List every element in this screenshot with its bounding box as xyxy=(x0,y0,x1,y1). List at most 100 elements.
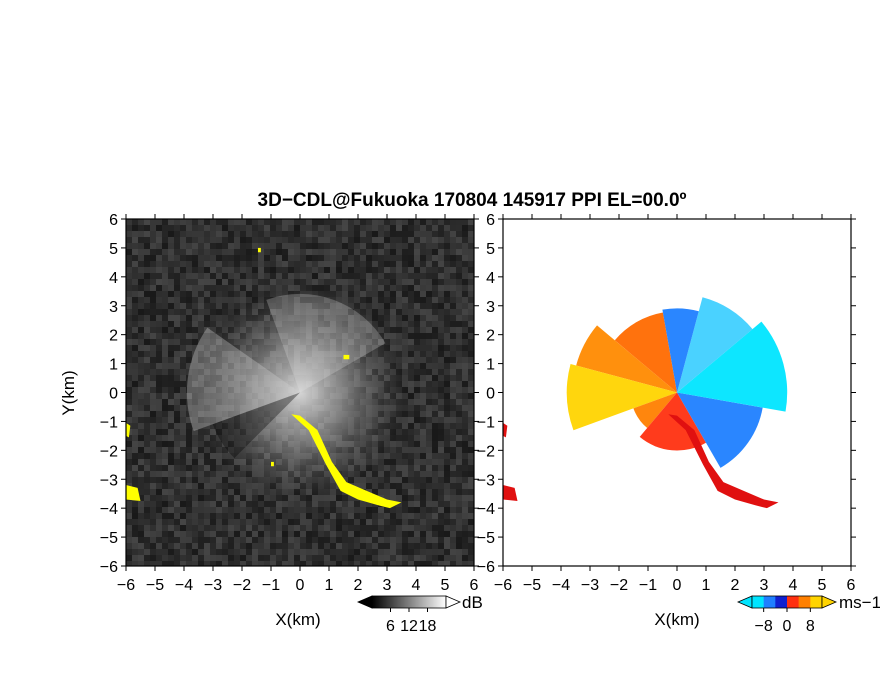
snr-echo-beam-west xyxy=(186,327,300,432)
snr-ytick-label: 1 xyxy=(109,357,118,374)
snr-xtick-label: 4 xyxy=(412,577,421,594)
snr-ytick-label: 5 xyxy=(109,241,118,258)
velocity-ytick-label: 4 xyxy=(486,270,495,287)
velocity-ytick-label: −6 xyxy=(477,559,495,576)
velocity-sector-2 xyxy=(566,363,677,431)
snr-colorbar-tick: 12 xyxy=(400,618,418,635)
velocity-panel: −6 −5 −4 −3 −2 −1 0 1 2 3 4 5 6 −6 −5 −4 −3 −2 −1 0 1 2 3 4 5 6 X… xyxy=(477,212,880,635)
velocity-colorbar-low-arrow xyxy=(736,595,753,609)
velocity-xtick-label: −6 xyxy=(494,577,512,594)
velocity-xtick-label: −1 xyxy=(639,577,657,594)
velocity-sector-0 xyxy=(614,312,677,393)
velocity-sector-1 xyxy=(576,325,677,393)
velocity-xtick-label: 5 xyxy=(818,577,827,594)
velocity-highlight-2 xyxy=(503,422,508,438)
velocity-sector-3 xyxy=(633,392,677,429)
velocity-ytick-label: −5 xyxy=(477,530,495,547)
velocity-sector-7 xyxy=(677,297,753,393)
velocity-colorbar: −8 0 8 ms−1 xyxy=(736,593,880,635)
snr-highlight-4 xyxy=(343,354,350,360)
velocity-ytick-label: 1 xyxy=(486,357,495,374)
snr-colorbar-tick: 6 xyxy=(386,618,395,635)
velocity-ytick-label: 5 xyxy=(486,241,495,258)
snr-ytick-label: −1 xyxy=(100,414,118,431)
velocity-xlabel: X(km) xyxy=(654,610,699,629)
snr-ytick-label: 0 xyxy=(109,386,118,403)
velocity-xtick-label: 2 xyxy=(731,577,740,594)
snr-xtick-label: −2 xyxy=(233,577,251,594)
velocity-highlight-regions xyxy=(503,414,779,509)
snr-highlight-3 xyxy=(257,247,261,253)
velocity-ytick-label: 2 xyxy=(486,328,495,345)
snr-xtick-label: −5 xyxy=(146,577,164,594)
velocity-ytick-label: −1 xyxy=(477,414,495,431)
figure-title: 3D−CDL@Fukuoka 170804 145917 PPI EL=00.0… xyxy=(258,190,687,211)
velocity-field xyxy=(566,297,788,468)
snr-colorbar-bar xyxy=(371,595,447,609)
snr-ylabel: Y(km) xyxy=(59,370,78,415)
velocity-colorbar-tick: 8 xyxy=(806,618,815,635)
snr-echo-glow xyxy=(195,288,405,497)
snr-colorbar: 6 12 18 dB xyxy=(356,593,483,635)
velocity-ytick-label: −3 xyxy=(477,472,495,489)
snr-highlight-2 xyxy=(126,422,131,438)
snr-axis-ticks: −6 −5 −4 −3 −2 −1 0 1 2 3 4 5 6 −6 −5 −4 −3 −2 −1 0 1 2 3 4 5 6 xyxy=(100,212,479,594)
velocity-ytick-label: −4 xyxy=(477,501,495,518)
snr-echo-fan xyxy=(186,288,405,497)
snr-ytick-label: 3 xyxy=(109,299,118,316)
velocity-highlight-1 xyxy=(503,485,518,501)
snr-ytick-label: 2 xyxy=(109,328,118,345)
velocity-xtick-label: −3 xyxy=(581,577,599,594)
snr-ytick-label: −6 xyxy=(100,559,118,576)
snr-highlight-0 xyxy=(291,414,402,509)
snr-ytick-label: −4 xyxy=(100,501,118,518)
velocity-ytick-label: 6 xyxy=(486,212,495,229)
velocity-ytick-label: −2 xyxy=(477,443,495,460)
snr-xtick-label: 5 xyxy=(441,577,450,594)
snr-ytick-label: −3 xyxy=(100,472,118,489)
snr-echo-beam-north xyxy=(266,293,386,393)
velocity-ytick-label: 3 xyxy=(486,299,495,316)
snr-highlight-5 xyxy=(271,461,274,467)
snr-ytick-label: −2 xyxy=(100,443,118,460)
snr-xtick-label: −1 xyxy=(262,577,280,594)
snr-colorbar-low-arrow xyxy=(356,595,373,609)
snr-xtick-label: 6 xyxy=(470,577,479,594)
snr-colorbar-tick: 18 xyxy=(419,618,437,635)
snr-ytick-label: 4 xyxy=(109,270,118,287)
velocity-sector-5 xyxy=(677,392,763,468)
velocity-xtick-label: 6 xyxy=(847,577,856,594)
velocity-xtick-label: −2 xyxy=(610,577,628,594)
snr-xtick-label: −6 xyxy=(117,577,135,594)
velocity-colorbar-tick: 0 xyxy=(783,618,792,635)
velocity-sector-6 xyxy=(677,321,788,412)
snr-xtick-label: −3 xyxy=(204,577,222,594)
velocity-highlight-0 xyxy=(668,414,779,509)
velocity-xtick-label: 4 xyxy=(789,577,798,594)
snr-highlight-1 xyxy=(126,485,141,501)
snr-shadow-sector xyxy=(212,392,300,459)
velocity-colorbar-tick: −8 xyxy=(755,618,773,635)
velocity-xtick-label: 3 xyxy=(760,577,769,594)
snr-xlabel: X(km) xyxy=(275,610,320,629)
snr-xtick-label: −4 xyxy=(175,577,193,594)
snr-colorbar-high-arrow xyxy=(445,595,462,609)
snr-highlight-regions xyxy=(126,247,402,509)
snr-xtick-label: 1 xyxy=(325,577,334,594)
snr-xtick-label: 2 xyxy=(354,577,363,594)
snr-xtick-label: 3 xyxy=(383,577,392,594)
snr-colorbar-unit: dB xyxy=(462,593,483,612)
velocity-axis-ticks: −6 −5 −4 −3 −2 −1 0 1 2 3 4 5 6 −6 −5 −4 −3 −2 −1 0 1 2 3 4 5 6 xyxy=(477,212,856,594)
snr-ytick-label: 6 xyxy=(109,212,118,229)
velocity-ytick-label: 0 xyxy=(486,386,495,403)
velocity-xtick-label: 0 xyxy=(673,577,682,594)
velocity-colorbar-bar xyxy=(751,595,823,609)
velocity-colorbar-unit: ms−1 xyxy=(839,593,880,612)
velocity-xtick-label: 1 xyxy=(702,577,711,594)
snr-xtick-label: 0 xyxy=(296,577,305,594)
snr-ytick-label: −5 xyxy=(100,530,118,547)
velocity-xtick-label: −5 xyxy=(523,577,541,594)
velocity-xtick-label: −4 xyxy=(552,577,570,594)
